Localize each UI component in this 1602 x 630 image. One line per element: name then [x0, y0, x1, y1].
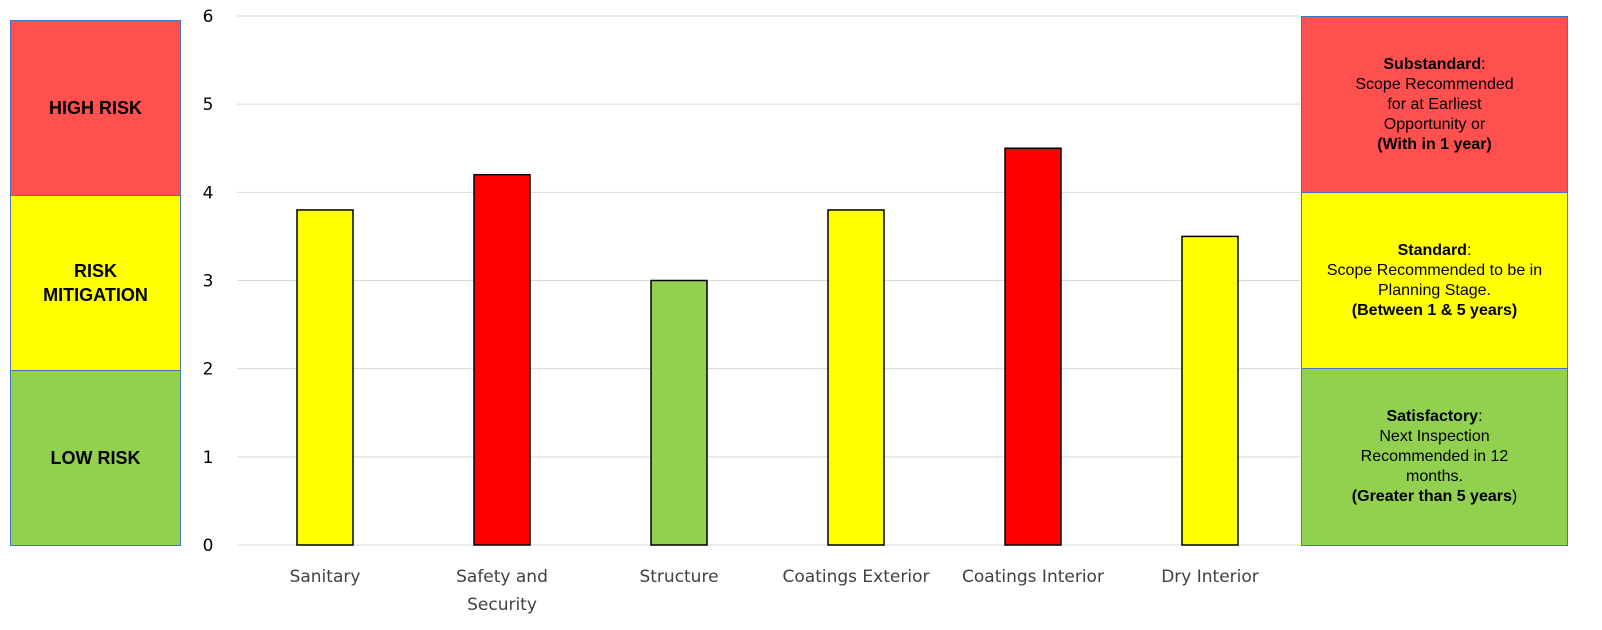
- bar-4: [827, 209, 885, 546]
- low-risk-band: LOW RISK: [10, 370, 181, 546]
- y-tick-label: 6: [203, 7, 214, 27]
- high-risk-label: HIGH RISK: [48, 97, 142, 118]
- legend-satisfactory-note: (Greater than 5 years: [1351, 488, 1512, 505]
- bar-6: [1181, 235, 1239, 546]
- x-tick-label: Safety and Security: [456, 567, 548, 615]
- legend-standard: Standard: Scope Recommended to be in Pla…: [1301, 192, 1568, 369]
- high-risk-band: HIGH RISK: [10, 20, 181, 196]
- legend-satisfactory: Satisfactory: Next Inspection Recommende…: [1301, 368, 1568, 546]
- risk-mitigation-label: RISK MITIGATION: [43, 261, 148, 305]
- legend-substandard-title: Substandard: [1383, 55, 1482, 73]
- y-tick-label: 3: [203, 272, 214, 292]
- x-tick-label: Structure: [639, 567, 718, 587]
- y-tick-label: 4: [203, 183, 214, 203]
- risk-mitigation-band: RISK MITIGATION: [10, 195, 181, 371]
- legend-substandard: Substandard: Scope Recommended for at Ea…: [1301, 16, 1568, 193]
- bar-5: [1004, 147, 1062, 546]
- legend-substandard-text: Scope Recommended for at Earliest Opport…: [1355, 75, 1514, 133]
- y-tick-label: 1: [203, 448, 214, 468]
- x-tick-label: Coatings Exterior: [783, 567, 930, 587]
- bar-2: [473, 173, 531, 546]
- bar-1: [296, 209, 354, 546]
- y-tick-label: 0: [203, 536, 214, 556]
- legend-standard-text: Scope Recommended to be in Planning Stag…: [1326, 261, 1543, 299]
- legend-substandard-note: (With in 1 year): [1377, 135, 1492, 153]
- legend-panel: Substandard: Scope Recommended for at Ea…: [1301, 16, 1568, 546]
- y-tick-label: 2: [203, 360, 214, 380]
- x-tick-label: Sanitary: [290, 567, 361, 587]
- x-tick-label: Dry Interior: [1161, 567, 1259, 587]
- x-tick-label: Coatings Interior: [962, 567, 1104, 587]
- y-tick-label: 5: [203, 95, 214, 115]
- legend-standard-note: (Between 1 & 5 years): [1351, 301, 1518, 319]
- legend-satisfactory-text: Next Inspection Recommended in 12 months…: [1360, 428, 1509, 485]
- legend-satisfactory-title: Satisfactory: [1386, 408, 1479, 425]
- low-risk-label: LOW RISK: [50, 447, 141, 468]
- risk-level-panel: HIGH RISK RISK MITIGATION LOW RISK: [10, 20, 183, 546]
- legend-standard-title: Standard: [1397, 241, 1467, 259]
- bar-3: [650, 279, 708, 546]
